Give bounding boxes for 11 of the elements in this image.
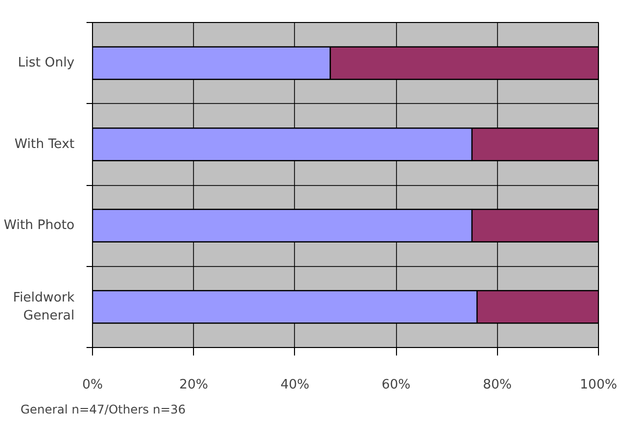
x-tick-label: 20% bbox=[179, 378, 208, 392]
y-tick-label: With Photo bbox=[4, 218, 75, 234]
y-tick-label: Fieldwork General bbox=[13, 290, 75, 324]
x-tick-label: 0% bbox=[82, 378, 103, 392]
x-tick-label: 100% bbox=[580, 378, 618, 392]
x-tick-label: 60% bbox=[382, 378, 411, 392]
x-tick-label: 40% bbox=[280, 378, 310, 392]
y-tick-label: With Text bbox=[14, 136, 75, 152]
x-tick-label: 80% bbox=[482, 378, 512, 392]
y-tick-label: List Only bbox=[18, 56, 75, 71]
text: General n=47/Others n=36 bbox=[20, 402, 186, 416]
